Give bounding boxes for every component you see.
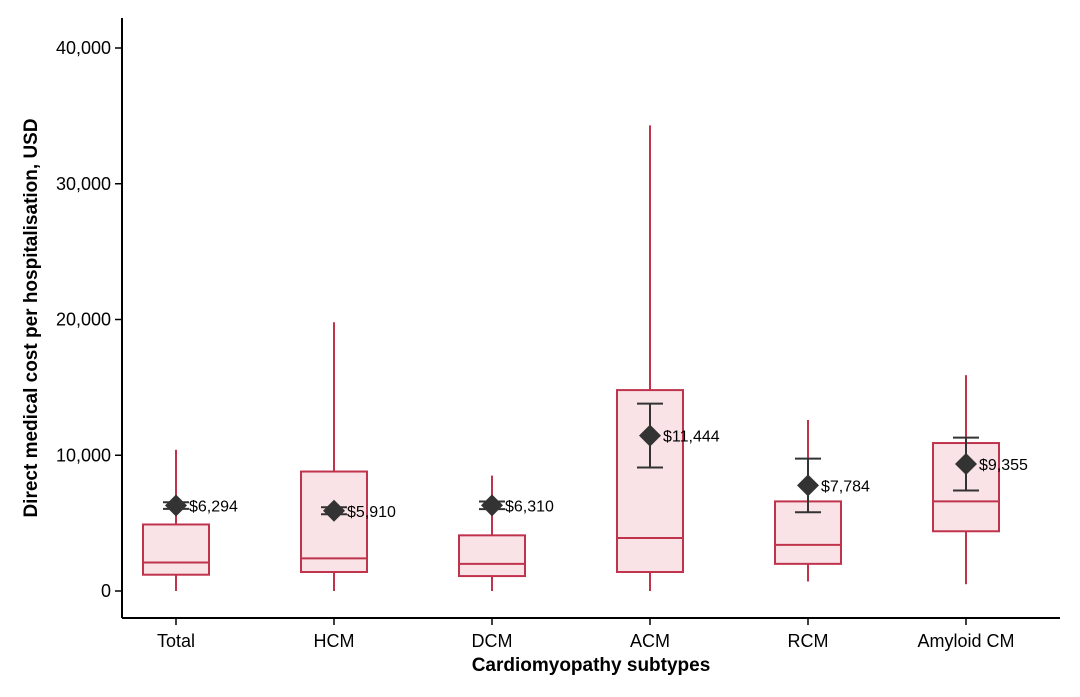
x-tick-label: DCM xyxy=(472,631,513,651)
x-tick-label: Total xyxy=(157,631,195,651)
box-group: $7,784 xyxy=(774,419,870,582)
mean-marker xyxy=(481,494,503,517)
mean-value-label: $9,355 xyxy=(979,457,1028,474)
y-tick-label: 30,000 xyxy=(56,174,111,194)
x-ticks: Total HCM DCM ACM RCM Amyloid CM xyxy=(157,618,1015,651)
mean-marker xyxy=(955,453,977,476)
boxes-layer: $6,294 $5,910 $6,310 $11,444 $7,784 $9,355 xyxy=(142,125,1028,591)
box-group: $5,910 xyxy=(300,322,396,591)
x-tick-label: Amyloid CM xyxy=(917,631,1014,651)
y-tick-label: 10,000 xyxy=(56,445,111,465)
mean-value-label: $6,294 xyxy=(189,499,238,516)
mean-value-label: $7,784 xyxy=(821,478,870,495)
box-group: $9,355 xyxy=(932,375,1028,585)
mean-marker xyxy=(797,474,819,497)
box-iqr xyxy=(142,523,210,576)
y-tick-label: 0 xyxy=(101,581,111,601)
box-group: $6,310 xyxy=(458,475,554,591)
x-tick-label: RCM xyxy=(788,631,829,651)
box-group: $11,444 xyxy=(616,125,720,591)
x-tick-label: HCM xyxy=(314,631,355,651)
mean-value-label: $5,910 xyxy=(347,504,396,521)
mean-marker xyxy=(323,499,345,522)
mean-value-label: $11,444 xyxy=(663,429,720,446)
y-ticks: 0 10,000 20,000 30,000 40,000 xyxy=(56,38,122,601)
y-axis-title: Direct medical cost per hospitalisation,… xyxy=(21,118,42,517)
y-tick-label: 20,000 xyxy=(56,310,111,330)
mean-marker xyxy=(165,494,187,517)
y-tick-label: 40,000 xyxy=(56,38,111,58)
box-iqr xyxy=(458,534,526,578)
mean-value-label: $6,310 xyxy=(505,498,554,515)
box-group: $6,294 xyxy=(142,449,238,591)
x-axis-title: Cardiomyopathy subtypes xyxy=(472,655,711,676)
x-tick-label: ACM xyxy=(630,631,670,651)
mean-marker xyxy=(639,424,661,447)
